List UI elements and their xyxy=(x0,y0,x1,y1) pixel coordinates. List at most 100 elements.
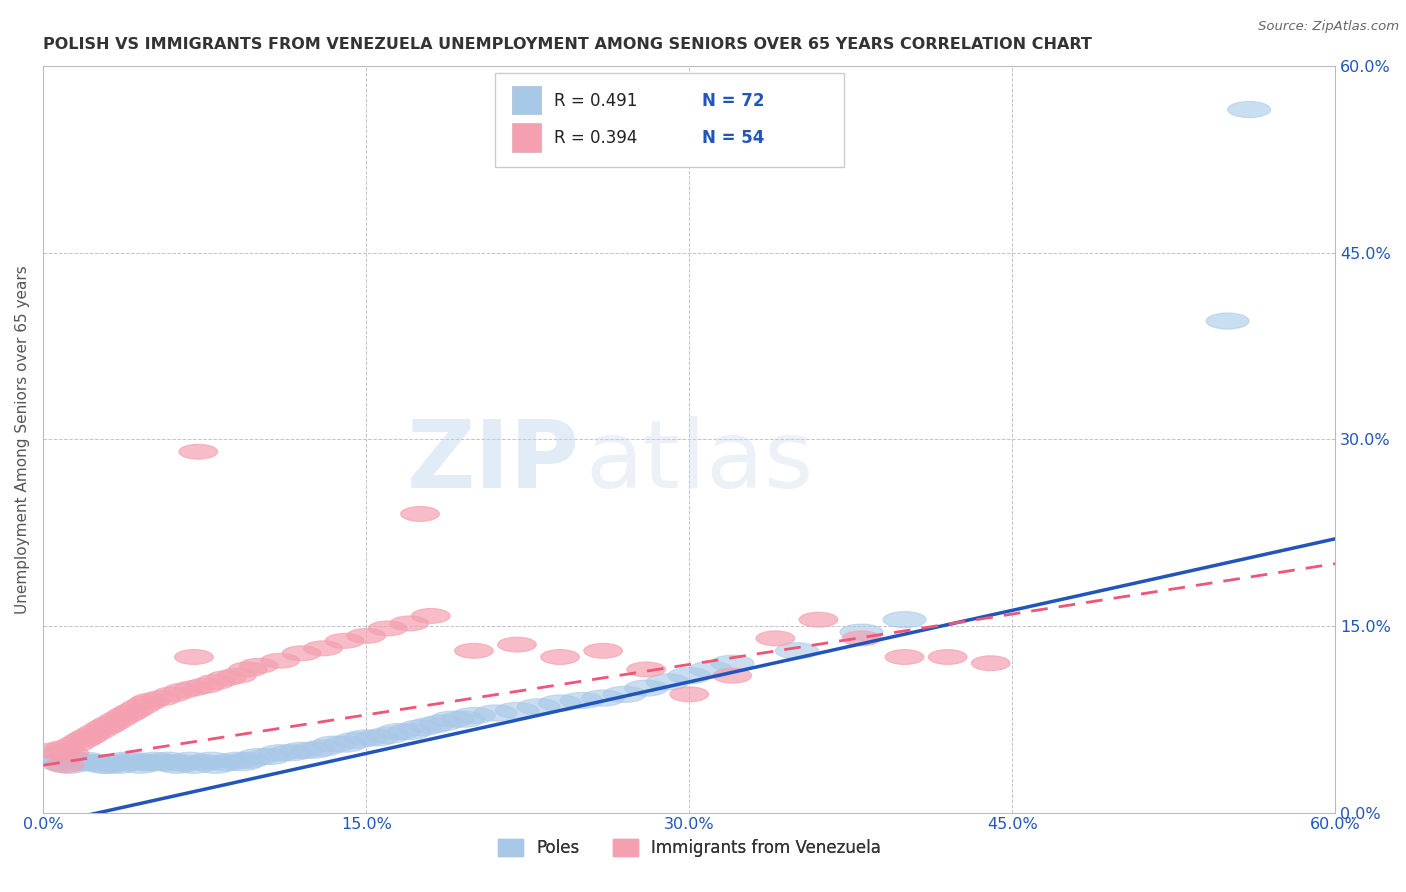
Ellipse shape xyxy=(668,667,711,684)
Ellipse shape xyxy=(538,695,582,711)
Ellipse shape xyxy=(283,646,321,661)
Ellipse shape xyxy=(49,746,89,760)
Ellipse shape xyxy=(174,681,214,696)
Ellipse shape xyxy=(121,699,159,714)
Ellipse shape xyxy=(412,608,450,624)
Ellipse shape xyxy=(153,687,191,702)
Ellipse shape xyxy=(207,671,246,686)
Ellipse shape xyxy=(56,737,94,752)
Ellipse shape xyxy=(146,752,190,768)
Ellipse shape xyxy=(53,752,97,768)
Ellipse shape xyxy=(179,444,218,459)
Ellipse shape xyxy=(194,757,238,773)
Ellipse shape xyxy=(259,745,302,761)
Ellipse shape xyxy=(441,711,485,727)
Ellipse shape xyxy=(669,687,709,702)
Ellipse shape xyxy=(325,633,364,648)
Ellipse shape xyxy=(44,752,86,768)
Ellipse shape xyxy=(839,624,883,640)
Text: atlas: atlas xyxy=(586,416,814,508)
Ellipse shape xyxy=(45,740,84,756)
Ellipse shape xyxy=(541,649,579,665)
Ellipse shape xyxy=(97,757,141,773)
Bar xyxy=(512,123,541,152)
Ellipse shape xyxy=(84,721,122,735)
Ellipse shape xyxy=(842,631,882,646)
Ellipse shape xyxy=(247,748,291,764)
Ellipse shape xyxy=(90,755,134,771)
Text: N = 54: N = 54 xyxy=(702,129,765,147)
Ellipse shape xyxy=(366,727,409,743)
Ellipse shape xyxy=(883,612,927,628)
Ellipse shape xyxy=(270,745,312,761)
Ellipse shape xyxy=(35,743,73,758)
Ellipse shape xyxy=(583,643,623,658)
Ellipse shape xyxy=(104,752,146,768)
Ellipse shape xyxy=(215,752,259,768)
Ellipse shape xyxy=(260,653,299,668)
Ellipse shape xyxy=(183,755,226,771)
Text: Source: ZipAtlas.com: Source: ZipAtlas.com xyxy=(1258,20,1399,33)
Ellipse shape xyxy=(409,717,453,733)
Ellipse shape xyxy=(190,752,233,768)
Ellipse shape xyxy=(100,712,138,727)
Ellipse shape xyxy=(155,757,198,773)
Ellipse shape xyxy=(162,755,205,771)
Ellipse shape xyxy=(401,507,440,522)
Ellipse shape xyxy=(205,755,247,771)
Ellipse shape xyxy=(368,621,408,636)
Ellipse shape xyxy=(89,718,127,733)
Ellipse shape xyxy=(1227,102,1271,118)
Ellipse shape xyxy=(238,748,280,764)
Ellipse shape xyxy=(291,742,333,758)
Ellipse shape xyxy=(39,755,82,771)
Ellipse shape xyxy=(689,661,733,678)
Ellipse shape xyxy=(344,730,388,746)
Ellipse shape xyxy=(347,628,385,643)
Ellipse shape xyxy=(312,736,356,752)
Ellipse shape xyxy=(108,755,150,771)
Ellipse shape xyxy=(134,752,177,768)
Ellipse shape xyxy=(174,649,214,665)
Ellipse shape xyxy=(228,662,267,677)
Ellipse shape xyxy=(886,649,924,665)
Ellipse shape xyxy=(218,668,256,683)
Ellipse shape xyxy=(389,616,429,631)
Ellipse shape xyxy=(713,668,752,683)
Ellipse shape xyxy=(125,755,169,771)
Ellipse shape xyxy=(495,702,538,719)
Legend: Poles, Immigrants from Venezuela: Poles, Immigrants from Venezuela xyxy=(491,832,887,864)
Ellipse shape xyxy=(219,755,263,771)
Ellipse shape xyxy=(775,643,818,659)
Ellipse shape xyxy=(498,637,536,652)
Ellipse shape xyxy=(163,683,202,698)
Ellipse shape xyxy=(118,757,162,773)
Ellipse shape xyxy=(105,708,145,723)
Ellipse shape xyxy=(647,673,689,690)
Ellipse shape xyxy=(114,703,153,718)
Ellipse shape xyxy=(603,686,647,702)
Ellipse shape xyxy=(141,755,183,771)
Ellipse shape xyxy=(173,757,215,773)
Ellipse shape xyxy=(928,649,967,665)
Ellipse shape xyxy=(69,755,112,771)
Ellipse shape xyxy=(430,711,474,727)
Ellipse shape xyxy=(624,680,668,696)
FancyBboxPatch shape xyxy=(495,73,844,167)
Ellipse shape xyxy=(32,748,76,764)
Ellipse shape xyxy=(48,757,90,773)
Ellipse shape xyxy=(150,755,194,771)
Ellipse shape xyxy=(627,662,665,677)
Ellipse shape xyxy=(186,678,224,693)
Ellipse shape xyxy=(560,692,603,708)
Ellipse shape xyxy=(420,714,463,731)
Ellipse shape xyxy=(1206,313,1249,329)
Text: ZIP: ZIP xyxy=(406,416,579,508)
Ellipse shape xyxy=(60,755,104,771)
Ellipse shape xyxy=(323,736,366,752)
Ellipse shape xyxy=(582,690,624,706)
Ellipse shape xyxy=(112,752,155,768)
Ellipse shape xyxy=(356,730,398,746)
Bar xyxy=(512,87,541,114)
Ellipse shape xyxy=(474,705,517,721)
